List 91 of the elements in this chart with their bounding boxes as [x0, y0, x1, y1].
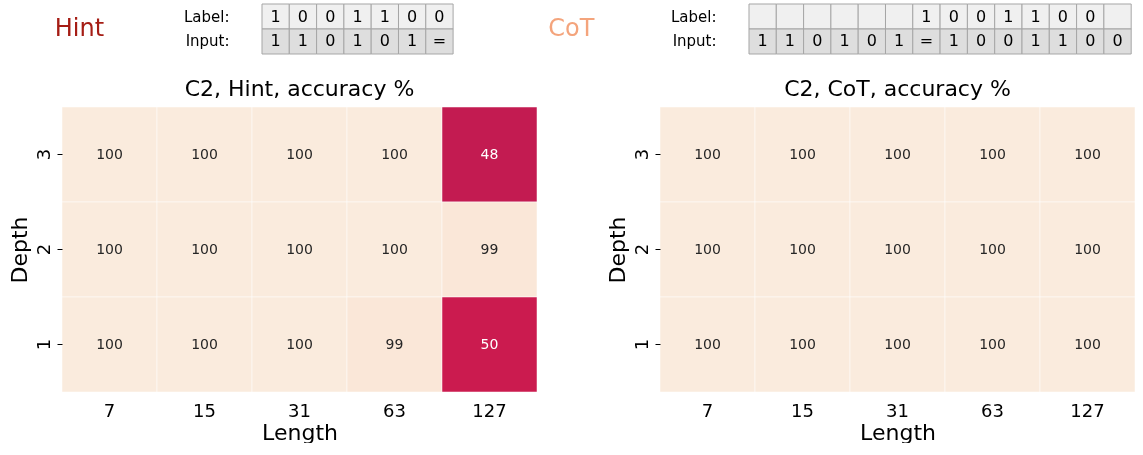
data-label: 100: [1074, 335, 1101, 352]
data-label: 100: [884, 240, 911, 257]
text: =: [919, 31, 934, 51]
data-label: 100: [884, 335, 911, 352]
y-tick-label: 3: [32, 148, 54, 161]
text: 1: [379, 6, 390, 26]
text: 1: [270, 6, 281, 26]
data-label: 100: [286, 335, 313, 352]
data-label: 100: [979, 145, 1006, 162]
data-label: 100: [694, 335, 721, 352]
text: 1: [407, 31, 418, 51]
text: 1: [1057, 31, 1069, 51]
text: 0: [975, 6, 987, 26]
text: 1: [297, 31, 309, 51]
data-label: 100: [96, 240, 123, 257]
text: 1: [1030, 6, 1041, 26]
data-label: 100: [694, 145, 721, 162]
x-tick-label: 63: [383, 399, 406, 421]
text: 1: [1003, 6, 1014, 26]
chart-title: C2, Hint, accuracy %: [184, 75, 415, 101]
text: 1: [839, 31, 850, 51]
data-label: 100: [191, 335, 218, 352]
text: 0: [948, 6, 959, 26]
x-tick-label: 7: [103, 399, 116, 421]
data-label: 48: [480, 145, 499, 162]
text: 1: [1030, 31, 1041, 51]
y-tick-label: 1: [630, 338, 652, 351]
text: =: [432, 31, 447, 51]
data-label: 100: [979, 335, 1006, 352]
data-label: 100: [1074, 240, 1101, 257]
data-label: 100: [789, 335, 816, 352]
y-tick-label: Input:: [185, 32, 230, 51]
x-tick-label: 31: [886, 399, 909, 421]
text: 0: [812, 31, 823, 51]
x-tick-label: 127: [1070, 399, 1105, 421]
text: 1: [921, 6, 932, 26]
x-tick-label: 15: [193, 399, 216, 421]
data-label: 100: [191, 240, 218, 257]
data-label: 100: [381, 240, 408, 257]
text: 1: [352, 31, 363, 51]
y-tick-label: Label:: [671, 7, 717, 26]
y-tick-label: 2: [32, 243, 54, 256]
data-label: 99: [480, 240, 499, 257]
text: 0: [1003, 31, 1014, 51]
text: 0: [325, 31, 336, 51]
data-label: 100: [884, 145, 911, 162]
data-label: 50: [480, 335, 499, 352]
text: 0: [407, 6, 418, 26]
data-label: 100: [694, 240, 721, 257]
text: 0: [975, 31, 987, 51]
text: 1: [270, 31, 281, 51]
data-label: 99: [385, 335, 404, 352]
text: 0: [297, 6, 309, 26]
y-tick-label: 3: [630, 148, 652, 161]
chart-title: Hint: [54, 14, 105, 42]
data-label: 100: [789, 240, 816, 257]
chart-title: C2, CoT, accuracy %: [784, 75, 1011, 101]
x-tick-label: 63: [981, 399, 1004, 421]
text: 1: [784, 31, 796, 51]
data-label: 100: [191, 145, 218, 162]
text: 0: [1085, 31, 1096, 51]
x-tick-label: 15: [791, 399, 814, 421]
data-label: 100: [979, 240, 1006, 257]
text: 0: [866, 31, 877, 51]
x-tick-label: 31: [288, 399, 311, 421]
data-label: 100: [286, 145, 313, 162]
text: 1: [352, 6, 363, 26]
y-tick-label: 2: [630, 243, 652, 256]
text: 1: [894, 31, 905, 51]
data-label: 100: [96, 145, 123, 162]
y-tick-label: Input:: [672, 32, 717, 51]
text: 0: [325, 6, 336, 26]
data-label: 100: [789, 145, 816, 162]
text: 0: [379, 31, 390, 51]
data-label: 100: [96, 335, 123, 352]
text: 1: [757, 31, 768, 51]
data-label: 100: [381, 145, 408, 162]
y-tick-label: 1: [32, 338, 54, 351]
data-label: 100: [1074, 145, 1101, 162]
data-label: 100: [286, 240, 313, 257]
text: 0: [1112, 31, 1123, 51]
y-axis-title: Depth: [604, 216, 630, 284]
chart-title: CoT: [548, 14, 595, 42]
x-tick-label: 127: [472, 399, 507, 421]
x-tick-label: 7: [701, 399, 714, 421]
y-axis-title: Depth: [6, 216, 32, 284]
text: 0: [1085, 6, 1096, 26]
text: 1: [948, 31, 959, 51]
text: 0: [1057, 6, 1069, 26]
y-tick-label: Label:: [184, 7, 230, 26]
text: 0: [434, 6, 445, 26]
